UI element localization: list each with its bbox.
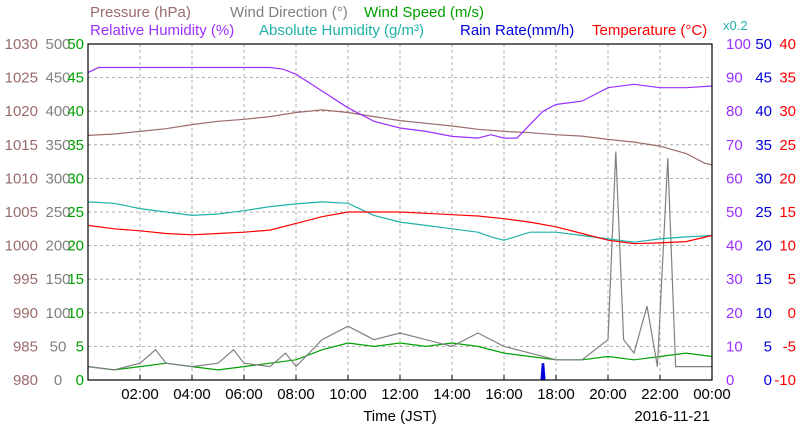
relative-humidity-tick: 90 xyxy=(726,70,743,87)
relative-humidity-tick: 50 xyxy=(726,204,743,221)
wind-speed-tick: 30 xyxy=(67,170,84,187)
wind-speed-tick: 40 xyxy=(67,103,84,120)
temperature-tick: 15 xyxy=(779,204,796,221)
relative-humidity-tick: 80 xyxy=(726,103,743,120)
wind-direction-tick: 100 xyxy=(45,305,70,322)
temperature-tick: 25 xyxy=(779,137,796,154)
wind-direction-tick: 0 xyxy=(54,372,62,389)
temperature-tick: 0 xyxy=(788,305,796,322)
pressure-tick: 1000 xyxy=(5,238,38,255)
relative-humidity-tick: 70 xyxy=(726,137,743,154)
relative-humidity-tick: 100 xyxy=(726,36,751,53)
pressure-tick: 1015 xyxy=(5,137,38,154)
temperature-tick: 30 xyxy=(779,103,796,120)
rain-rate-tick: 5 xyxy=(764,338,772,355)
absolute-humidity-title: Absolute Humidity (g/m³) xyxy=(259,22,424,39)
pressure-tick: 990 xyxy=(13,305,38,322)
temperature-tick: 35 xyxy=(779,70,796,87)
relative-humidity-tick: 60 xyxy=(726,170,743,187)
relative-humidity-tick: 20 xyxy=(726,305,743,322)
temperature-line xyxy=(87,211,713,245)
rain-rate-line xyxy=(540,363,546,381)
x-tick-label: 10:00 xyxy=(329,386,367,403)
wind-speed-title: Wind Speed (m/s) xyxy=(364,4,484,21)
y-axes: 1030102510201015101010051000995990985980… xyxy=(5,36,796,389)
rain-rate-tick: 35 xyxy=(755,137,772,154)
rain-rate-tick: 25 xyxy=(755,204,772,221)
x-tick-label: 02:00 xyxy=(121,386,159,403)
grid-lines xyxy=(88,44,712,380)
pressure-tick: 1020 xyxy=(5,103,38,120)
wind-speed-tick: 0 xyxy=(76,372,84,389)
absolute-humidity-line xyxy=(87,201,713,243)
rain-rate-tick: 40 xyxy=(755,103,772,120)
relative-humidity-tick: 30 xyxy=(726,271,743,288)
x-tick-label: 14:00 xyxy=(433,386,471,403)
rain-rate-tick: 20 xyxy=(755,238,772,255)
series-group xyxy=(87,66,713,381)
pressure-line xyxy=(87,109,713,166)
x-tick-label: 18:00 xyxy=(537,386,575,403)
temperature-tick: -10 xyxy=(774,372,796,389)
pressure-tick: 995 xyxy=(13,271,38,288)
wind-direction-title: Wind Direction (°) xyxy=(230,4,348,21)
x-axis: 02:00 04:00 06:00 08:00 10:00 12:00 14:00 16:00… xyxy=(121,375,731,403)
date-label: 2016-11-21 xyxy=(634,408,710,425)
wind-speed-tick: 50 xyxy=(67,36,84,53)
pressure-tick: 1030 xyxy=(5,36,38,53)
pressure-tick: 1010 xyxy=(5,170,38,187)
wind-speed-tick: 15 xyxy=(67,271,84,288)
relative-humidity-tick: 0 xyxy=(726,372,734,389)
pressure-tick: 985 xyxy=(13,338,38,355)
x-tick-label: 12:00 xyxy=(381,386,419,403)
rain-rate-title: Rain Rate(mm/h) xyxy=(460,22,574,39)
rain-rate-tick: 45 xyxy=(755,70,772,87)
wind-speed-tick: 20 xyxy=(67,238,84,255)
wind-speed-tick: 35 xyxy=(67,137,84,154)
wind-direction-tick: 250 xyxy=(45,204,70,221)
x-tick-label: 00:00 xyxy=(693,386,731,403)
wind-direction-tick: 50 xyxy=(50,338,67,355)
temperature-title: Temperature (°C) xyxy=(592,22,707,39)
x-tick-label: 08:00 xyxy=(277,386,315,403)
x-tick-label: 06:00 xyxy=(225,386,263,403)
relative-humidity-tick: 40 xyxy=(726,238,743,255)
x-axis-label: Time (JST) xyxy=(363,408,437,425)
wind-direction-tick: 200 xyxy=(45,238,70,255)
wind-speed-tick: 10 xyxy=(67,305,84,322)
multiplier-label: x0.2 xyxy=(723,18,748,33)
temperature-tick: 40 xyxy=(779,36,796,53)
wind-direction-tick: 500 xyxy=(45,36,70,53)
temperature-tick: 5 xyxy=(788,271,796,288)
x-tick-label: 16:00 xyxy=(485,386,523,403)
wind-direction-tick: 450 xyxy=(45,70,70,87)
temperature-tick: -5 xyxy=(783,338,796,355)
pressure-title: Pressure (hPa) xyxy=(90,4,191,21)
rain-rate-tick: 0 xyxy=(764,372,772,389)
wind-direction-tick: 150 xyxy=(45,271,70,288)
relative-humidity-line xyxy=(87,66,713,139)
rain-rate-tick: 30 xyxy=(755,170,772,187)
temperature-tick: 10 xyxy=(779,238,796,255)
wind-direction-tick: 300 xyxy=(45,170,70,187)
pressure-tick: 1005 xyxy=(5,204,38,221)
relative-humidity-title: Relative Humidity (%) xyxy=(90,22,234,39)
wind-speed-tick: 45 xyxy=(67,70,84,87)
rain-rate-tick: 50 xyxy=(755,36,772,53)
rain-rate-tick: 10 xyxy=(755,305,772,322)
wind-direction-tick: 350 xyxy=(45,137,70,154)
wind-speed-tick: 5 xyxy=(76,338,84,355)
wind-direction-line xyxy=(87,151,712,371)
pressure-tick: 980 xyxy=(13,372,38,389)
relative-humidity-tick: 10 xyxy=(726,338,743,355)
pressure-tick: 1025 xyxy=(5,70,38,87)
wind-speed-tick: 25 xyxy=(67,204,84,221)
temperature-tick: 20 xyxy=(779,170,796,187)
x-tick-label: 04:00 xyxy=(173,386,211,403)
rain-rate-tick: 15 xyxy=(755,271,772,288)
x-tick-label: 22:00 xyxy=(641,386,679,403)
x-tick-label: 20:00 xyxy=(589,386,627,403)
wind-direction-tick: 400 xyxy=(45,103,70,120)
